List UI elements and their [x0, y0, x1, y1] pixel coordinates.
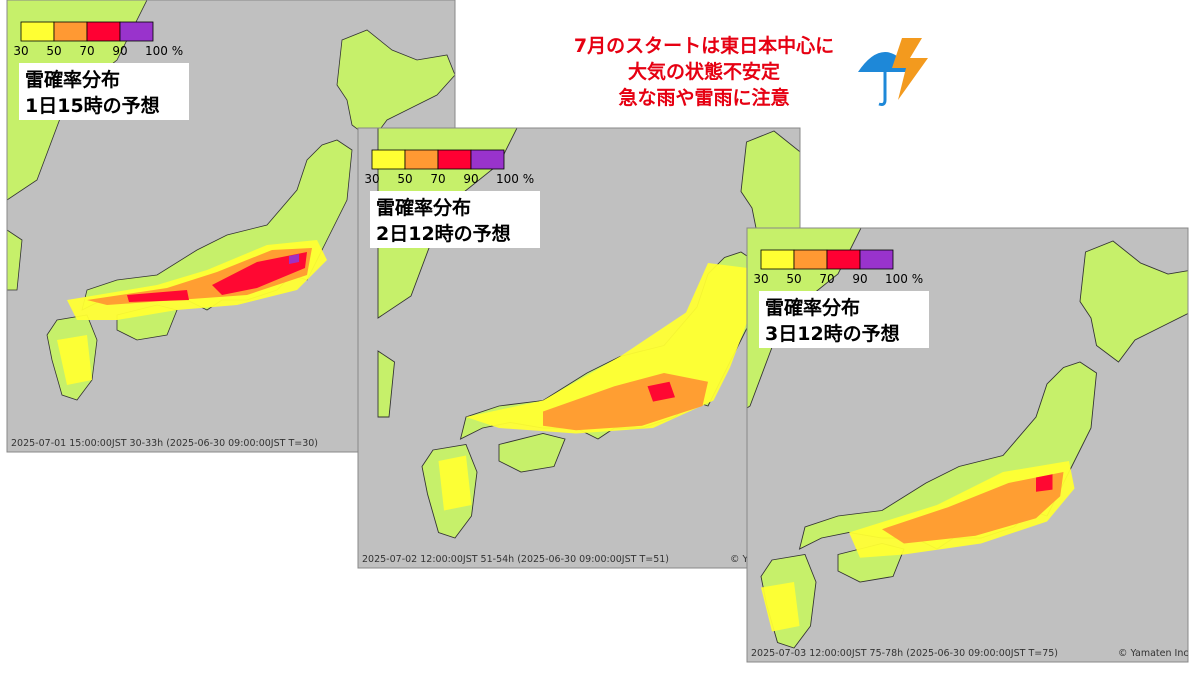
- legend-swatch: [470, 149, 505, 170]
- panel-title: 雷確率分布: [376, 196, 471, 219]
- headline-line: 急な雨や雷雨に注意: [618, 86, 789, 109]
- headline-line: 7月のスタートは東日本中心に: [574, 34, 834, 57]
- thunder-area: [1036, 474, 1053, 492]
- legend-label: 100 %: [145, 44, 183, 58]
- map: [377, 128, 800, 539]
- headline-line: 大気の状態不安定: [628, 60, 780, 83]
- panel-footer: 2025-07-01 15:00:00JST 30-33h (2025-06-3…: [11, 438, 318, 449]
- weather-icon: [858, 38, 928, 106]
- thunder-area: [438, 263, 752, 511]
- legend-swatch: [371, 149, 406, 170]
- legend-swatch: [119, 21, 154, 42]
- legend-swatch: [437, 149, 472, 170]
- map: [747, 228, 1188, 649]
- panel-frame: [746, 227, 1189, 663]
- legend-swatch: [826, 249, 861, 270]
- panel-footer: 2025-07-03 12:00:00JST 75-78h (2025-06-3…: [751, 648, 1058, 659]
- legend-label: 70: [430, 172, 445, 186]
- panel-title: 雷確率分布: [765, 296, 860, 319]
- forecast-panel: 30 50 70 90 100 % 雷確率分布 3日12時の予想 2025-07-03 12:…: [746, 227, 1192, 663]
- legend-swatch: [793, 249, 828, 270]
- map-area: [358, 128, 800, 568]
- panel-credit: © Yamaten Inc.: [1118, 648, 1192, 659]
- panel-subtitle: 3日12時の予想: [765, 322, 900, 345]
- legend-swatch: [859, 249, 894, 270]
- legend-label: 50: [397, 172, 412, 186]
- legend-swatch: [760, 249, 795, 270]
- legend-label: 100 %: [496, 172, 534, 186]
- panels: 30 50 70 90 100 % 雷確率分布 1日15時の予想 2025-07-01 15:…: [6, 0, 1192, 663]
- legend-swatch: [53, 21, 88, 42]
- legend-swatch: [20, 21, 55, 42]
- thunder-area: [87, 248, 312, 305]
- title-box: [370, 191, 540, 248]
- legend-label: 70: [819, 272, 834, 286]
- thunder-area: [289, 254, 299, 264]
- title-box: [19, 63, 189, 120]
- panel-subtitle: 1日15時の予想: [25, 94, 160, 117]
- legend-label: 70: [79, 44, 94, 58]
- legend-label: 50: [46, 44, 61, 58]
- panel-footer: 2025-07-02 12:00:00JST 51-54h (2025-06-3…: [362, 554, 669, 565]
- legend-label: 90: [852, 272, 867, 286]
- legend-label: 30: [13, 44, 28, 58]
- legend-label: 100 %: [885, 272, 923, 286]
- legend-swatch: [86, 21, 121, 42]
- thunder-area: [127, 252, 307, 302]
- panel-subtitle: 2日12時の予想: [376, 222, 511, 245]
- legend-label: 90: [112, 44, 127, 58]
- title-box: [759, 291, 929, 348]
- legend-label: 30: [364, 172, 379, 186]
- legend-label: 30: [753, 272, 768, 286]
- forecast-panel: 30 50 70 90 100 % 雷確率分布 2日12時の予想 2025-07-02 12:…: [357, 127, 801, 569]
- thunder-area: [882, 472, 1064, 544]
- legend-label: 50: [786, 272, 801, 286]
- thunder-area: [647, 381, 675, 402]
- panel-title: 雷確率分布: [25, 68, 120, 91]
- legend-swatch: [404, 149, 439, 170]
- legend-label: 90: [463, 172, 478, 186]
- map: [7, 0, 455, 401]
